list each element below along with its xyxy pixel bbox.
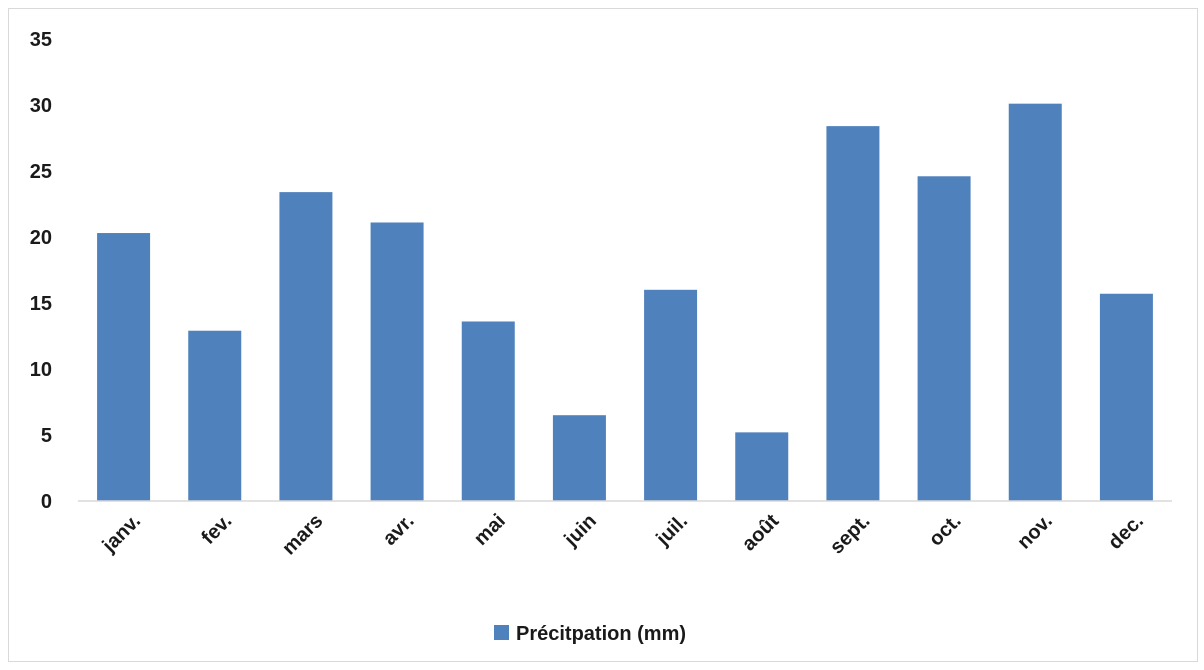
- bar: [917, 176, 971, 501]
- bar: [97, 233, 151, 502]
- y-tick-label: 20: [30, 227, 52, 249]
- bar: [370, 222, 424, 502]
- legend: Précitpation (mm): [494, 623, 686, 645]
- bar: [826, 126, 880, 502]
- y-tick-label: 15: [30, 293, 52, 315]
- bar: [188, 330, 242, 501]
- y-tick-label: 25: [30, 161, 52, 183]
- x-tick-label: août: [738, 510, 784, 556]
- y-tick-label: 0: [41, 491, 52, 513]
- y-tick-label: 10: [30, 359, 52, 381]
- legend-swatch: [494, 625, 509, 640]
- bar: [461, 321, 515, 501]
- y-tick-label: 30: [30, 95, 52, 117]
- x-tick-label: fev.: [197, 510, 236, 549]
- x-tick-label: mars: [278, 510, 327, 559]
- x-tick-label: nov.: [1013, 510, 1057, 554]
- y-tick-label: 5: [41, 425, 52, 447]
- bar: [644, 289, 698, 501]
- x-tick-label: janv.: [98, 510, 145, 557]
- y-tick-label: 35: [30, 29, 52, 51]
- bar: [279, 192, 333, 501]
- bar: [735, 432, 789, 501]
- x-tick-label: dec.: [1104, 510, 1148, 554]
- bar-series: [97, 103, 1153, 502]
- x-tick-label: juil.: [651, 510, 692, 551]
- x-tick-label: juin: [560, 510, 601, 551]
- bar: [552, 415, 606, 501]
- x-tick-label: mai: [470, 510, 510, 550]
- x-tick-label: sept.: [826, 510, 875, 559]
- x-tick-label: oct.: [925, 510, 966, 551]
- x-tick-label: avr.: [379, 510, 419, 550]
- bar: [1008, 103, 1062, 502]
- x-axis-tick-labels: janv. fev. mars avr. mai juin juil. août sept. oc…: [98, 510, 1148, 560]
- bar: [1099, 293, 1153, 501]
- y-axis-tick-labels: 0 5 10 15 20 25 30 35: [30, 29, 52, 513]
- legend-label: Précitpation (mm): [516, 623, 686, 645]
